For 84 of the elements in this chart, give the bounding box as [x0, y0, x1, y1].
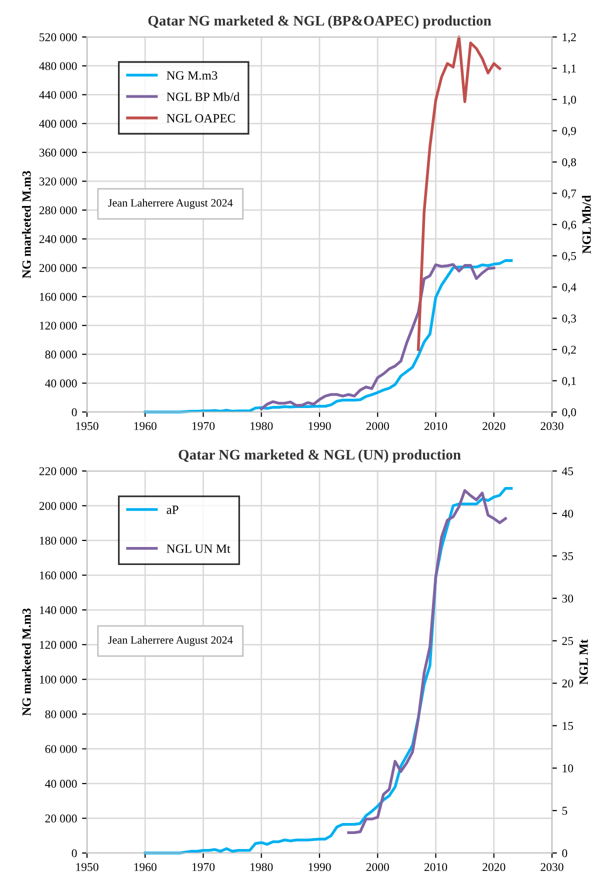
x-tick-label: 2030 [540, 422, 564, 430]
y-axis-title: NG marketed M.m3 [22, 170, 31, 278]
x-tick-label: 1960 [134, 863, 156, 872]
line-series [260, 263, 496, 410]
x-tick-label: 1990 [308, 863, 331, 872]
y-tick-label: 240 000 [39, 235, 77, 244]
y-tick-label: 140 000 [40, 606, 77, 614]
y-tick-label: 440 000 [39, 90, 77, 99]
y2-tick-label: 0,5 [562, 252, 576, 262]
y-tick-label: 80 000 [45, 710, 77, 718]
x-tick-label: 1970 [192, 422, 215, 430]
y-tick-label: 0 [72, 849, 77, 858]
y-tick-label: 160 000 [40, 571, 77, 580]
line-series [347, 489, 507, 834]
y2-tick-label: 20 [562, 679, 574, 688]
x-tick-label: 2000 [366, 863, 389, 872]
x-tick-label: 2010 [424, 863, 448, 872]
y2-tick-label: 35 [562, 552, 574, 560]
x-tick-label: 2010 [424, 422, 448, 430]
y-tick-label: 80 000 [45, 350, 77, 359]
y-tick-label: 280 000 [39, 206, 77, 214]
y2-tick-label: 40 [562, 510, 574, 518]
y2-tick-label: 45 [562, 467, 574, 476]
chart-title: Qatar NG marketed & NGL (UN) production [178, 449, 461, 463]
y2-tick-label: 1,1 [562, 64, 576, 74]
x-tick-label: 1970 [192, 863, 215, 872]
y-tick-label: 160 000 [40, 292, 77, 301]
y-tick-label: 360 000 [39, 148, 77, 157]
y2-tick-label: 0,0 [562, 408, 576, 418]
legend-label: aP [166, 506, 178, 514]
y-tick-label: 40 000 [45, 379, 77, 388]
y2-tick-label: 0,8 [562, 158, 576, 168]
y2-tick-label: 0,3 [562, 314, 576, 324]
y2-axis-title: NGL Mt [579, 639, 588, 685]
y-tick-label: 20 000 [45, 814, 77, 822]
x-tick-label: 2030 [540, 863, 564, 872]
legend-label: NGL UN Mt [166, 544, 230, 553]
legend-label: NG M.m3 [166, 71, 218, 80]
x-tick-label: 1980 [250, 422, 273, 430]
y-tick-label: 40 000 [45, 780, 77, 788]
y-tick-label: 100 000 [40, 676, 77, 684]
y2-tick-label: 5 [562, 806, 568, 815]
line-series [144, 259, 513, 414]
x-tick-label: 2020 [482, 863, 506, 872]
y2-tick-label: 25 [562, 637, 574, 645]
annotation: Jean Laherrere August 2024 [108, 636, 233, 646]
line-series [416, 36, 502, 351]
chart-title: Qatar NG marketed & NGL (BP&OAPEC) production [148, 15, 492, 29]
y2-tick-label: 0,1 [562, 376, 576, 387]
y-axis-title: NG marketed M.m3 [22, 608, 31, 716]
y2-tick-label: 15 [562, 722, 574, 730]
y-tick-label: 180 000 [40, 536, 77, 545]
y2-tick-label: 0,6 [562, 220, 576, 230]
x-tick-label: 1980 [250, 863, 273, 872]
x-tick-label: 1990 [308, 422, 331, 430]
y2-tick-label: 1,2 [562, 33, 576, 43]
y-tick-label: 120 000 [40, 640, 77, 649]
x-tick-label: 1960 [134, 422, 156, 430]
y-tick-label: 200 000 [39, 502, 77, 510]
x-tick-label: 1950 [76, 863, 98, 872]
y2-tick-label: 0 [562, 849, 568, 858]
y2-tick-label: 0,4 [562, 283, 576, 293]
annotation: Jean Laherrere August 2024 [108, 198, 233, 209]
y2-tick-label: 10 [562, 764, 574, 772]
y-tick-label: 480 000 [39, 62, 77, 70]
x-tick-label: 2000 [366, 422, 389, 430]
y-tick-label: 220 000 [39, 467, 77, 476]
x-tick-label: 2020 [482, 422, 506, 430]
y-tick-label: 400 000 [39, 120, 77, 128]
y2-tick-label: 0,7 [562, 189, 576, 200]
y2-tick-label: 0,2 [562, 346, 576, 356]
legend-label: NGL OAPEC [166, 114, 235, 122]
y-tick-label: 200 000 [39, 264, 77, 272]
y-tick-label: 0 [72, 408, 77, 416]
y2-tick-label: 30 [562, 594, 574, 603]
y2-axis-title: NGL Mb/d [582, 195, 591, 254]
y-tick-label: 320 000 [39, 177, 77, 186]
y-tick-label: 520 000 [40, 33, 77, 42]
x-tick-label: 1950 [76, 422, 98, 430]
y-tick-label: 120 000 [40, 322, 77, 330]
legend-label: NGL BP Mb/d [166, 92, 240, 102]
y-tick-label: 60 000 [45, 745, 77, 754]
y2-tick-label: 0,9 [562, 126, 576, 137]
y2-tick-label: 1,0 [562, 96, 576, 106]
